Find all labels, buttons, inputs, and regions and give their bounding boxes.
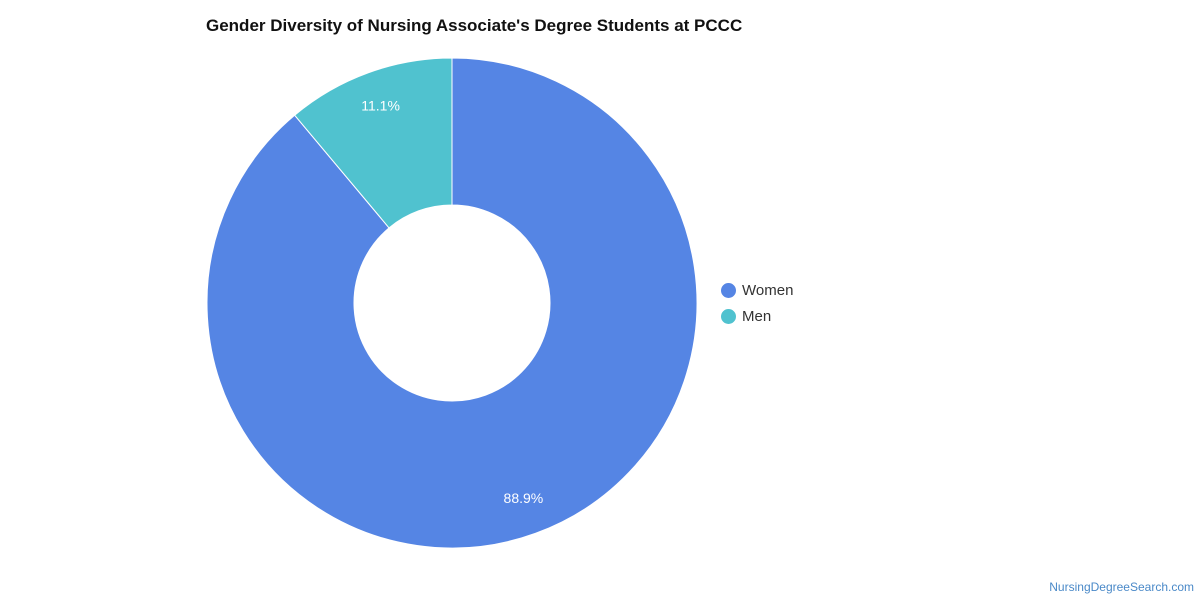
data-label-women: 88.9% — [504, 490, 544, 506]
source-credit-link[interactable]: NursingDegreeSearch.com — [1049, 580, 1194, 594]
chart-title: Gender Diversity of Nursing Associate's … — [206, 16, 743, 35]
legend-swatch-women — [721, 282, 736, 298]
legend-item-women[interactable]: Women — [721, 281, 793, 299]
legend-label-women: Women — [742, 281, 794, 299]
data-label-men: 11.1% — [361, 97, 400, 113]
legend-swatch-men — [721, 308, 736, 324]
data-labels-layer: 88.9% 11.1% — [361, 97, 543, 506]
chart-legend: Women Men — [721, 281, 793, 333]
donut-slice-women[interactable] — [206, 57, 698, 549]
slices-layer — [206, 57, 698, 549]
donut-slice-men[interactable] — [293, 57, 453, 229]
legend-item-men[interactable]: Men — [721, 307, 793, 325]
legend-label-men: Men — [742, 307, 772, 325]
